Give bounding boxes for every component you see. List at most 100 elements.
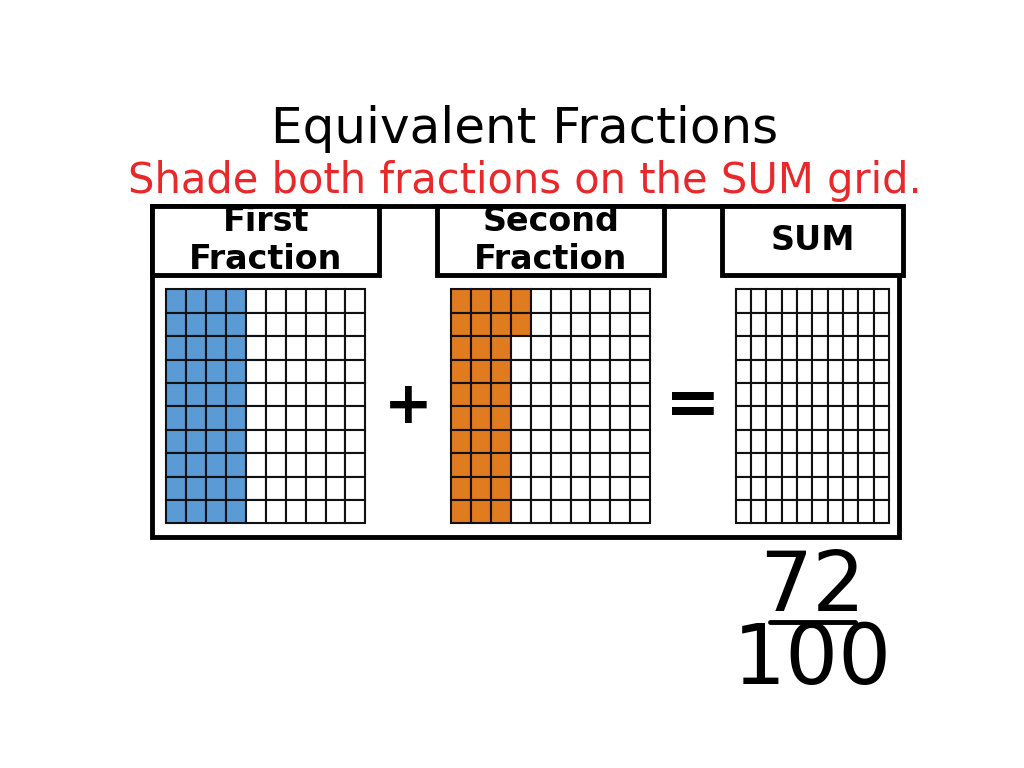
Bar bbox=[490, 359, 511, 383]
Bar bbox=[186, 430, 206, 453]
Bar bbox=[451, 336, 471, 359]
Bar bbox=[843, 336, 858, 359]
Bar bbox=[471, 290, 490, 313]
Bar bbox=[812, 383, 827, 406]
Bar bbox=[812, 406, 827, 430]
Bar bbox=[843, 383, 858, 406]
Text: Second
Fraction: Second Fraction bbox=[474, 205, 628, 276]
Bar bbox=[265, 453, 286, 476]
Bar bbox=[736, 313, 751, 336]
Bar bbox=[226, 430, 246, 453]
Bar bbox=[511, 476, 530, 500]
Bar bbox=[591, 406, 610, 430]
Bar bbox=[843, 500, 858, 523]
Bar bbox=[490, 476, 511, 500]
Bar bbox=[736, 336, 751, 359]
Bar bbox=[827, 290, 843, 313]
Bar bbox=[827, 406, 843, 430]
Bar bbox=[873, 383, 889, 406]
Bar bbox=[305, 359, 326, 383]
Bar bbox=[551, 500, 570, 523]
Bar bbox=[591, 290, 610, 313]
Bar bbox=[511, 313, 530, 336]
Bar bbox=[766, 383, 781, 406]
Bar bbox=[631, 313, 650, 336]
Bar bbox=[797, 476, 812, 500]
Bar bbox=[166, 313, 186, 336]
Bar bbox=[736, 359, 751, 383]
Text: 100: 100 bbox=[733, 620, 892, 701]
Bar bbox=[326, 290, 345, 313]
Bar bbox=[781, 313, 797, 336]
Bar bbox=[246, 476, 265, 500]
Bar bbox=[827, 336, 843, 359]
Bar bbox=[551, 313, 570, 336]
Bar bbox=[265, 290, 286, 313]
Bar bbox=[873, 500, 889, 523]
Bar bbox=[781, 430, 797, 453]
Bar bbox=[490, 336, 511, 359]
Bar bbox=[345, 406, 366, 430]
Bar bbox=[286, 430, 305, 453]
Bar bbox=[827, 500, 843, 523]
Bar bbox=[305, 500, 326, 523]
Bar bbox=[736, 430, 751, 453]
Bar bbox=[858, 313, 873, 336]
Bar bbox=[751, 336, 766, 359]
Bar bbox=[797, 500, 812, 523]
Bar bbox=[286, 453, 305, 476]
Bar bbox=[858, 453, 873, 476]
Bar bbox=[265, 430, 286, 453]
Bar bbox=[345, 313, 366, 336]
Bar bbox=[345, 383, 366, 406]
Bar bbox=[186, 500, 206, 523]
Bar bbox=[186, 313, 206, 336]
Bar bbox=[286, 383, 305, 406]
Text: SUM: SUM bbox=[770, 224, 855, 257]
Bar bbox=[781, 359, 797, 383]
Bar bbox=[530, 406, 551, 430]
Bar bbox=[345, 476, 366, 500]
Bar bbox=[591, 476, 610, 500]
Bar bbox=[451, 406, 471, 430]
Bar bbox=[570, 406, 591, 430]
Bar bbox=[305, 406, 326, 430]
Bar bbox=[511, 359, 530, 383]
Bar bbox=[471, 406, 490, 430]
Bar bbox=[843, 453, 858, 476]
Bar bbox=[751, 406, 766, 430]
Bar bbox=[843, 290, 858, 313]
Bar bbox=[153, 206, 379, 276]
Bar bbox=[858, 430, 873, 453]
Bar bbox=[858, 406, 873, 430]
Bar bbox=[858, 290, 873, 313]
Bar bbox=[873, 313, 889, 336]
Bar bbox=[591, 430, 610, 453]
Bar bbox=[471, 383, 490, 406]
Bar bbox=[797, 453, 812, 476]
Bar bbox=[166, 453, 186, 476]
Bar bbox=[551, 383, 570, 406]
Bar bbox=[858, 383, 873, 406]
Bar bbox=[186, 383, 206, 406]
Bar bbox=[246, 430, 265, 453]
Bar bbox=[530, 359, 551, 383]
Bar bbox=[345, 336, 366, 359]
Bar bbox=[451, 313, 471, 336]
Bar bbox=[797, 313, 812, 336]
Text: Equivalent Fractions: Equivalent Fractions bbox=[271, 105, 778, 153]
Bar bbox=[345, 359, 366, 383]
Bar bbox=[305, 336, 326, 359]
Bar bbox=[873, 476, 889, 500]
Bar bbox=[166, 383, 186, 406]
Bar bbox=[766, 476, 781, 500]
Text: 72: 72 bbox=[759, 547, 865, 627]
Bar bbox=[610, 476, 631, 500]
Bar bbox=[551, 359, 570, 383]
Bar bbox=[751, 383, 766, 406]
Bar bbox=[226, 313, 246, 336]
Bar bbox=[766, 313, 781, 336]
Bar bbox=[511, 290, 530, 313]
Bar bbox=[471, 359, 490, 383]
Bar bbox=[206, 359, 226, 383]
